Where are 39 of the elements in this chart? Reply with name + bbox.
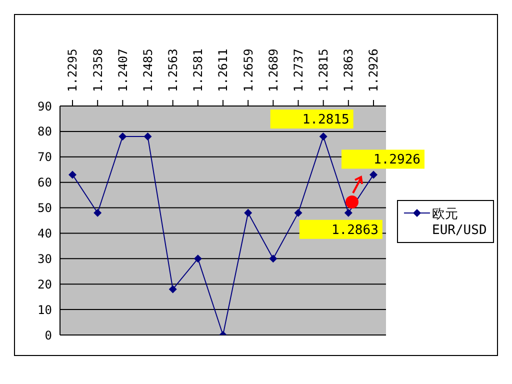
annotation: 1.2815 xyxy=(302,112,350,128)
point xyxy=(370,170,378,179)
x-tick-label: 1.2611 xyxy=(216,48,230,92)
annotation: 1.2926 xyxy=(374,152,420,168)
point xyxy=(118,132,127,141)
point xyxy=(244,208,252,217)
point xyxy=(294,208,302,217)
y-tick-label: 90 xyxy=(38,99,52,114)
x-tick-label: 1.2737 xyxy=(291,48,306,92)
x-tick-label: 1.2581 xyxy=(191,48,206,92)
y-tick-label: 20 xyxy=(38,277,52,292)
x-tick-label: 1.2358 xyxy=(90,48,105,92)
x-tick-label: 1.2295 xyxy=(66,48,80,92)
x-tick-label: 1.2485 xyxy=(140,48,155,92)
point xyxy=(168,285,177,294)
x-tick-label: 1.2689 xyxy=(266,48,280,92)
point xyxy=(94,208,102,217)
y-tick-label: 60 xyxy=(38,176,52,190)
x-tick-label: 1.2926 xyxy=(366,48,381,92)
y-tick-label: 10 xyxy=(38,302,52,317)
x-tick-label: 1.2563 xyxy=(166,48,180,92)
point xyxy=(319,132,328,141)
y-tick-label: 0 xyxy=(44,328,52,342)
y-tick-label: 70 xyxy=(38,150,52,164)
x-tick-label: 1.2407 xyxy=(116,48,130,92)
point xyxy=(269,254,278,263)
y-tick-label: 30 xyxy=(38,252,52,266)
x-tick-label: 1.2863 xyxy=(342,48,356,92)
y-tick-label: 80 xyxy=(38,124,52,139)
point xyxy=(144,132,152,141)
y-tick-label: 40 xyxy=(38,226,52,240)
point xyxy=(194,254,202,263)
annotation: 1.2863 xyxy=(331,222,378,238)
x-tick-label: 1.2815 xyxy=(316,48,331,92)
x-tick-label: 1.2659 xyxy=(241,48,256,92)
legend-label: 欧元 EUR/USD xyxy=(432,206,487,238)
point xyxy=(68,170,76,179)
point xyxy=(344,208,352,217)
y-tick-label: 50 xyxy=(38,201,52,216)
